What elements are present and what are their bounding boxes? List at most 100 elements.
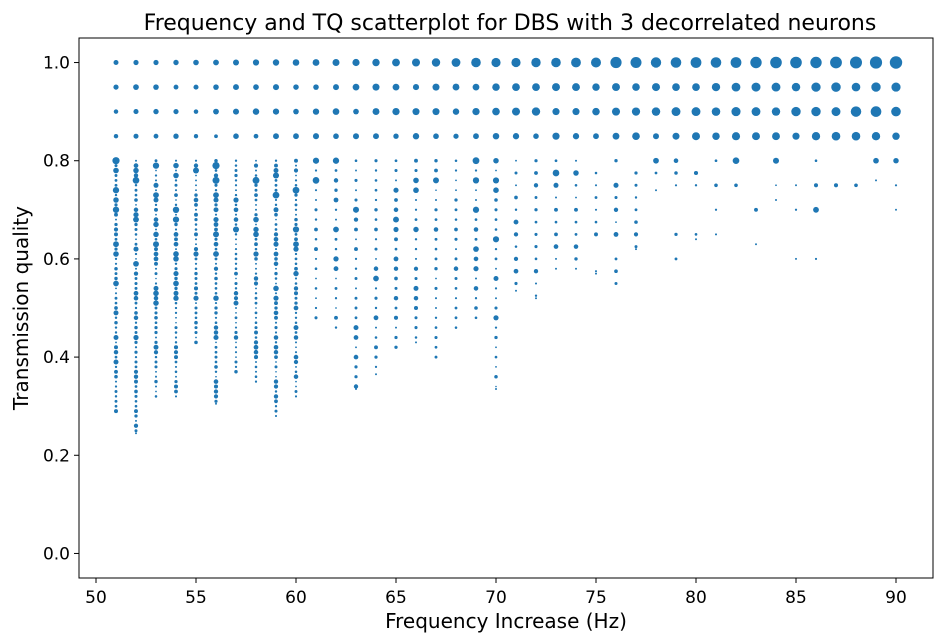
data-point [174,370,178,374]
data-point [294,198,298,202]
data-point [214,316,218,319]
data-point [173,84,179,90]
data-point [374,365,378,369]
data-point [811,82,821,92]
x-axis-label: Frequency Increase (Hz) [385,609,627,633]
data-point [554,159,558,163]
data-point [294,237,298,242]
data-point [810,56,822,69]
data-point [174,159,178,162]
data-point [332,157,340,164]
data-point [374,169,378,172]
x-tick-label: 75 [585,588,607,608]
data-point [133,260,139,267]
data-point [254,301,258,305]
data-point [134,242,138,246]
data-point [193,197,199,203]
data-point [594,171,598,175]
data-point [134,306,138,310]
data-point [273,285,279,292]
data-point [214,365,218,369]
data-point [174,331,178,334]
data-point [292,226,300,233]
data-point [394,198,398,202]
data-point [315,297,317,300]
data-point [495,385,497,388]
data-point [771,107,781,116]
data-point [394,335,398,340]
data-point [392,83,400,91]
data-point [153,241,159,248]
data-point [372,83,380,91]
data-point [134,404,138,408]
y-tick-label: 0.0 [43,544,70,564]
data-point [735,184,737,187]
data-point [374,345,378,350]
data-point [214,247,218,251]
data-point [114,355,118,359]
data-point [114,222,118,227]
data-point [632,132,640,141]
data-point [294,321,298,324]
data-point [772,157,780,164]
data-point [454,159,458,162]
data-point [254,247,258,251]
data-point [533,133,539,139]
data-point [314,306,318,310]
data-point [493,315,499,321]
data-point [213,295,219,301]
data-point [453,266,459,271]
data-point [334,169,338,172]
data-point [255,262,257,265]
data-point [133,59,139,66]
data-point [534,208,538,212]
data-point [292,186,300,194]
data-point [114,326,118,329]
data-point [374,179,378,182]
data-point [574,220,578,224]
data-point [155,395,157,398]
data-point [153,231,159,238]
data-point [134,360,138,364]
data-point [134,399,138,403]
data-point [134,331,138,334]
data-point [293,291,299,296]
data-point [253,340,259,345]
data-point [495,267,497,270]
data-point [334,297,338,300]
data-point [374,287,378,290]
data-point [572,83,580,92]
data-point [892,132,900,140]
data-point [193,247,199,252]
data-point [194,262,198,265]
data-point [495,388,497,390]
data-point [575,267,577,270]
data-point [114,380,118,383]
data-point [654,171,658,175]
data-point [214,262,218,265]
data-point [474,218,478,221]
data-point [651,83,661,92]
data-point [234,281,238,286]
data-point [474,169,478,172]
data-point [355,189,357,192]
data-point [154,306,158,310]
data-point [594,270,598,273]
data-point [352,83,360,91]
data-point [294,370,298,374]
data-point [813,183,819,188]
data-point [174,301,178,305]
data-point [114,193,118,197]
data-point [155,277,157,280]
data-point [133,315,139,321]
data-point [254,272,258,275]
data-point [173,109,179,115]
data-point [174,365,178,368]
data-point [653,157,659,164]
data-point [354,365,358,369]
data-point [394,306,398,310]
data-point [194,316,198,320]
data-point [473,256,479,262]
data-point [393,266,399,271]
data-point [133,216,139,223]
